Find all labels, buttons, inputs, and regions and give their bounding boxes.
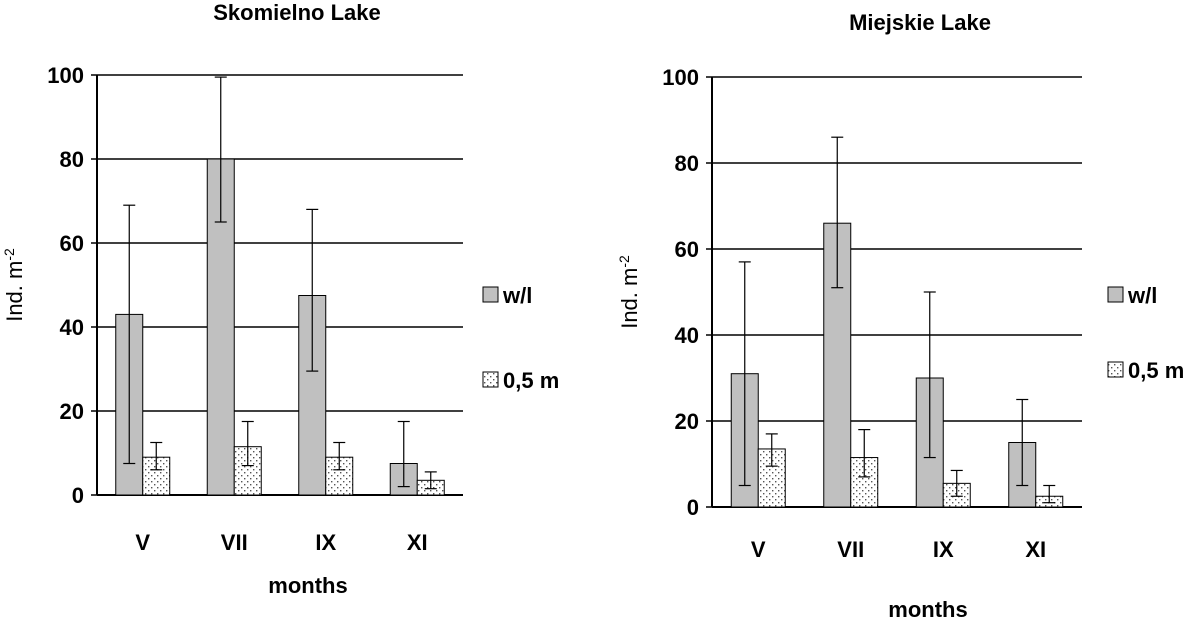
x-tick-label: V xyxy=(135,530,150,555)
y-tick-label: 0 xyxy=(687,495,699,520)
chart-title: Miejskie Lake xyxy=(849,10,991,35)
y-tick-label: 60 xyxy=(60,231,84,256)
y-tick-label: 100 xyxy=(47,63,84,88)
x-axis-label: months xyxy=(888,597,967,620)
legend-swatch-1 xyxy=(1107,286,1124,303)
x-tick-label: VII xyxy=(837,537,864,562)
y-tick-label: 20 xyxy=(675,409,699,434)
x-tick-label: V xyxy=(751,537,766,562)
y-axis-label: Ind. m-2 xyxy=(616,255,642,329)
legend-swatch-2 xyxy=(482,371,499,388)
legend-label-2: 0,5 m xyxy=(503,368,559,393)
legend-label-2: 0,5 m xyxy=(1128,358,1184,383)
x-tick-label: IX xyxy=(315,530,336,555)
y-tick-label: 80 xyxy=(675,151,699,176)
y-axis-label-superscript: -2 xyxy=(616,255,632,268)
y-axis-label-text: Ind. m xyxy=(2,261,27,322)
legend-swatch-1 xyxy=(482,286,499,303)
x-tick-label: XI xyxy=(407,530,428,555)
x-tick-label: XI xyxy=(1025,537,1046,562)
y-axis-label-superscript: -2 xyxy=(1,248,17,261)
x-tick-label: VII xyxy=(221,530,248,555)
y-tick-label: 0 xyxy=(72,483,84,508)
x-axis-label: months xyxy=(268,573,347,598)
chart-panel-2: Miejskie Lake 0 20 40 60 80 100 V VII IX XI months I… xyxy=(616,10,1184,622)
y-tick-label: 60 xyxy=(675,237,699,262)
legend-label-1: w/l xyxy=(1127,283,1157,308)
y-tick-label: 80 xyxy=(60,147,84,172)
y-axis-label-text: Ind. m xyxy=(617,268,642,329)
legend-swatch-2 xyxy=(1107,361,1124,378)
legend-label-1: w/l xyxy=(502,283,532,308)
x-tick-label: IX xyxy=(933,537,954,562)
y-tick-label: 100 xyxy=(662,65,699,90)
chart-panel-1: Skomielno Lake 0 20 40 60 80 100 V VII IX XI months… xyxy=(1,0,559,598)
y-tick-label: 40 xyxy=(675,323,699,348)
chart-title: Skomielno Lake xyxy=(213,0,381,25)
y-tick-label: 20 xyxy=(60,399,84,424)
y-tick-label: 40 xyxy=(60,315,84,340)
y-axis-label: Ind. m-2 xyxy=(1,248,27,322)
